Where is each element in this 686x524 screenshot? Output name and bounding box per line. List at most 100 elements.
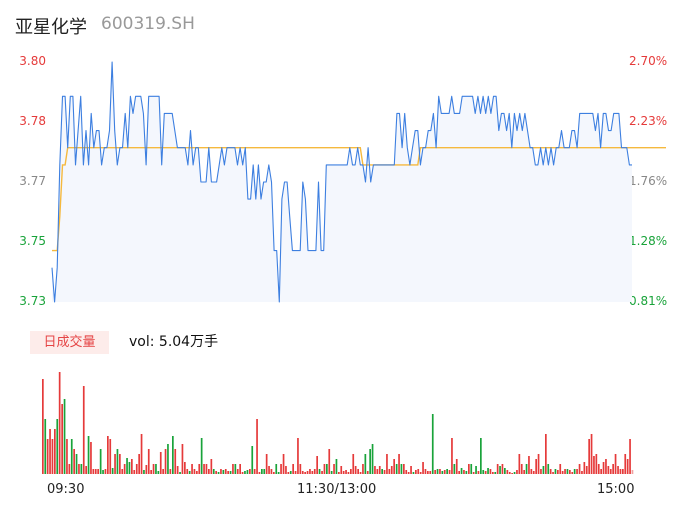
- volume-bar: [511, 473, 513, 474]
- volume-bar: [138, 454, 140, 474]
- x-tick-midday: 11:30/13:00: [297, 482, 377, 497]
- volume-bar: [174, 449, 177, 474]
- volume-bar: [388, 469, 391, 474]
- volume-bar: [364, 454, 367, 474]
- volume-bar: [176, 466, 179, 474]
- volume-bar: [285, 466, 287, 474]
- volume-bar: [407, 472, 410, 474]
- volume-bar: [75, 454, 78, 474]
- volume-bar: [145, 465, 148, 474]
- volume-bar: [496, 464, 499, 474]
- volume-bar: [463, 470, 465, 474]
- volume-bar: [282, 454, 285, 474]
- volume-bar: [217, 472, 220, 474]
- volume-bar: [458, 471, 460, 474]
- volume-bar: [581, 471, 583, 474]
- volume-bar: [85, 466, 87, 474]
- volume-bar: [347, 472, 350, 474]
- volume-bar: [559, 464, 562, 474]
- volume-bar: [441, 471, 444, 474]
- volume-bar: [241, 472, 244, 474]
- volume-bar: [277, 472, 280, 474]
- volume-bar: [460, 468, 463, 474]
- volume-bar: [342, 471, 345, 474]
- volume-bar: [340, 466, 343, 474]
- volume-bar: [299, 464, 302, 474]
- volume-bar: [386, 454, 388, 474]
- volume-bar: [128, 462, 131, 474]
- volume-bar: [436, 469, 439, 474]
- volume-bar: [549, 469, 552, 474]
- volume-readout: vol: 5.04万手: [129, 334, 219, 350]
- volume-bar: [588, 439, 590, 474]
- volume-bar: [150, 470, 152, 474]
- volume-bar: [229, 471, 232, 474]
- volume-bar: [42, 379, 44, 474]
- volume-bar: [152, 464, 155, 474]
- volume-bar: [338, 472, 340, 474]
- y-left-tick-1: 3.80: [19, 54, 46, 68]
- volume-bar: [499, 466, 501, 474]
- volume-bar: [350, 469, 352, 474]
- volume-bar: [504, 468, 506, 474]
- volume-bar: [304, 472, 306, 474]
- volume-bar: [104, 469, 107, 474]
- volume-bar: [318, 469, 321, 474]
- volume-bar: [313, 469, 316, 474]
- volume-bar: [422, 462, 424, 474]
- volume-bar: [446, 469, 448, 474]
- volume-bar: [410, 466, 412, 474]
- volume-bar: [609, 469, 612, 474]
- volume-bar: [78, 464, 80, 474]
- volume-bar: [626, 459, 629, 474]
- volume-bar: [94, 469, 97, 474]
- volume-bar: [540, 469, 542, 474]
- volume-bar: [119, 454, 121, 474]
- volume-bar: [545, 434, 547, 474]
- stock-code: 600319.SH: [101, 14, 195, 34]
- volume-bar: [251, 446, 254, 474]
- y-left-tick-2: 3.78: [19, 114, 46, 128]
- volume-bar: [102, 470, 104, 474]
- volume-bar: [578, 464, 581, 474]
- volume-bar: [253, 469, 256, 474]
- volume-bar: [131, 459, 133, 474]
- y-left-tick-3: 3.77: [19, 174, 46, 188]
- volume-bar: [321, 471, 323, 474]
- y-right-tick-2: 2.23%: [629, 114, 668, 128]
- volume-bar: [68, 464, 71, 474]
- volume-bar: [301, 471, 304, 474]
- volume-bar: [268, 466, 270, 474]
- volume-bar: [193, 469, 196, 474]
- volume-bar: [49, 429, 51, 474]
- volume-bar: [224, 469, 227, 474]
- volume-bar: [234, 464, 237, 474]
- volume-bar: [309, 469, 311, 474]
- volume-bar: [547, 464, 550, 474]
- volume-bar: [383, 470, 386, 474]
- volume-bar: [159, 452, 162, 474]
- volume-bar: [184, 462, 186, 474]
- volume-bar: [58, 372, 61, 474]
- volume-bar: [306, 471, 309, 474]
- volume-bar: [525, 464, 528, 474]
- stock-name: 亚星化学: [15, 17, 87, 38]
- volume-bar: [330, 471, 333, 474]
- volume-bar: [528, 456, 530, 474]
- volume-bar: [492, 472, 494, 474]
- volume-bar: [362, 464, 364, 474]
- volume-bar: [46, 439, 49, 474]
- volume-bar: [393, 459, 395, 474]
- volume-bar: [73, 449, 75, 474]
- volume-bar: [232, 464, 234, 474]
- volume-bar: [333, 464, 335, 474]
- volume-bar: [631, 470, 634, 474]
- volume-bar: [480, 438, 482, 474]
- volume-bar: [164, 449, 167, 474]
- volume-bar: [179, 472, 181, 474]
- volume-bar: [265, 454, 268, 474]
- volume-bar: [451, 438, 453, 474]
- volume-bar: [516, 470, 518, 474]
- volume-bar: [482, 470, 485, 474]
- volume-bar: [602, 462, 605, 474]
